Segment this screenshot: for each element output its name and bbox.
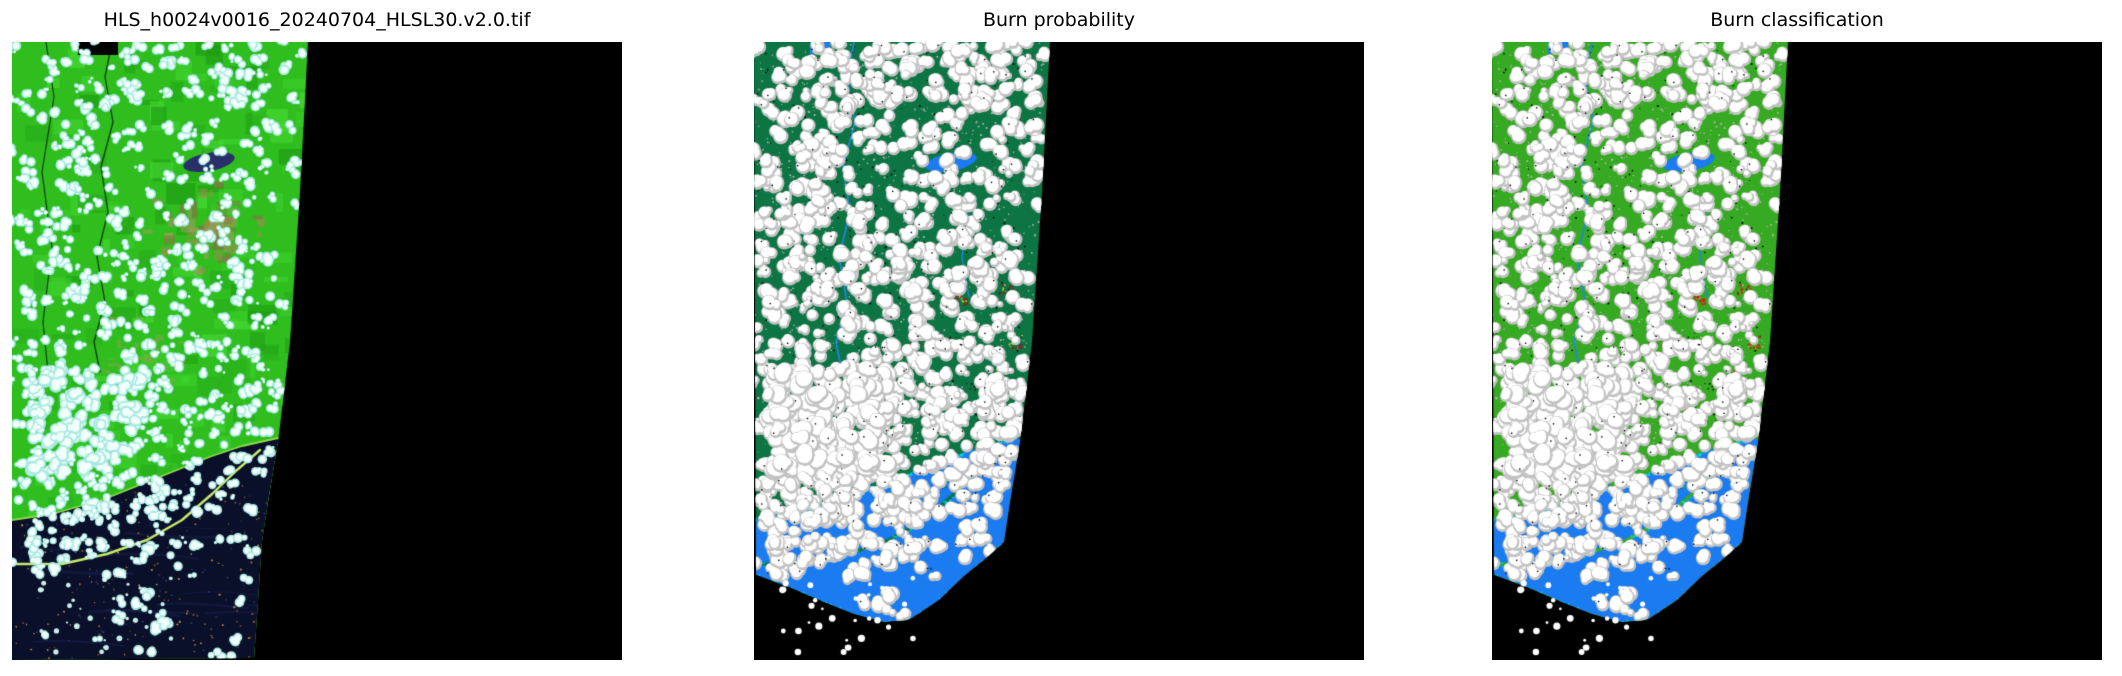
burn-classification-canvas: [1492, 42, 2102, 660]
burn-probability-canvas: [754, 42, 1364, 660]
panel-title-hls: HLS_h0024v0016_20240704_HLSL30.v2.0.tif: [103, 9, 531, 31]
panel-burn-classification: Burn classification: [1492, 9, 2102, 660]
panel-title-burn-classification: Burn classification: [1710, 9, 1884, 31]
panel-title-burn-probability: Burn probability: [982, 9, 1135, 31]
panel-hls-tile: HLS_h0024v0016_20240704_HLSL30.v2.0.tif: [12, 9, 622, 660]
hls-tile-canvas: [12, 42, 622, 660]
panel-burn-probability: Burn probability: [754, 9, 1364, 660]
